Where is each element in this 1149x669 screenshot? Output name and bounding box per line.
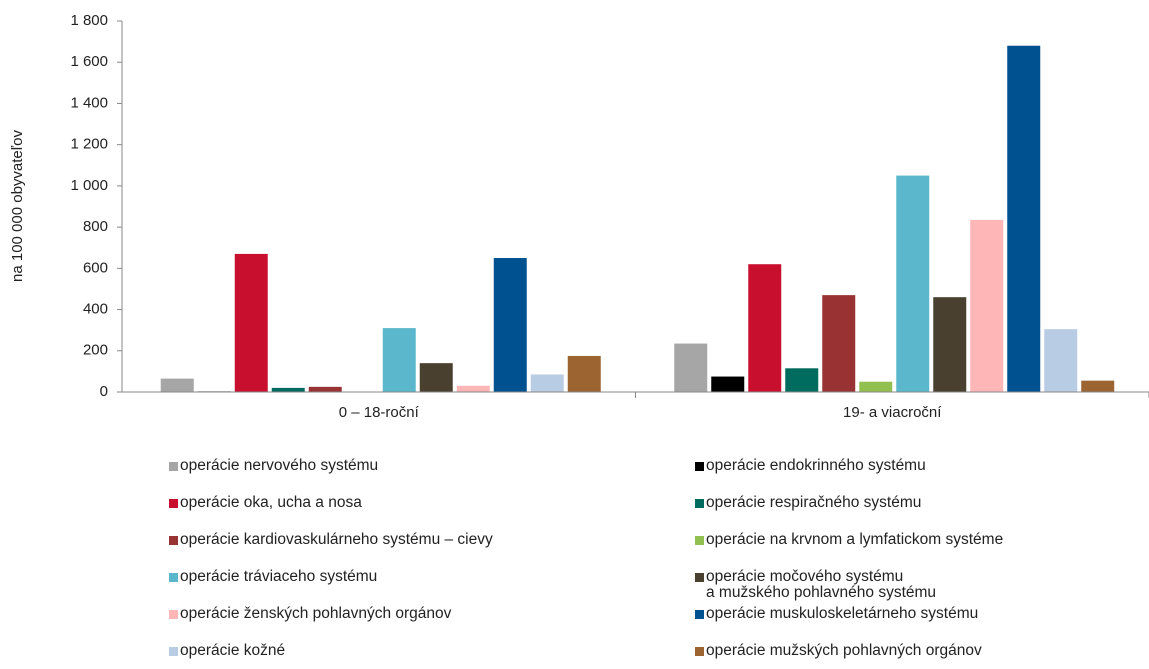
legend-swatch xyxy=(169,499,178,508)
bar xyxy=(419,363,453,392)
bar xyxy=(785,368,819,392)
bar xyxy=(160,378,194,392)
bar xyxy=(456,385,490,392)
y-axis-label: na 100 000 obyvateľov xyxy=(9,130,26,282)
y-tick-label: 800 xyxy=(83,218,108,235)
bar xyxy=(382,328,416,392)
bar xyxy=(493,258,527,392)
bar xyxy=(748,264,782,392)
bar xyxy=(308,386,342,392)
y-tick-label: 1 400 xyxy=(70,94,108,111)
bar xyxy=(1007,45,1041,392)
y-tick-label: 1 800 xyxy=(70,12,108,29)
legend-swatch xyxy=(169,610,178,619)
legend-label: operácie kardiovaskulárneho systému – ci… xyxy=(180,531,493,548)
legend-label: operácie respiračného systému xyxy=(706,494,922,511)
legend-label: operácie muskuloskeletárneho systému xyxy=(706,605,979,622)
legend-label: operácie nervového systému xyxy=(180,457,379,474)
legend-label: operácie endokrinného systému xyxy=(706,457,926,474)
legend-swatch xyxy=(695,536,704,545)
y-tick-label: 1 200 xyxy=(70,136,108,153)
legend-swatch xyxy=(169,536,178,545)
legend-label: operácie kožné xyxy=(180,642,286,659)
legend-swatch xyxy=(695,573,704,582)
y-tick-label: 1 000 xyxy=(70,177,108,194)
legend-swatch xyxy=(695,647,704,656)
legend-swatch xyxy=(169,462,178,471)
bar xyxy=(711,376,745,392)
legend-swatch xyxy=(169,573,178,582)
legend-label: operácie ženských pohlavných orgánov xyxy=(180,605,452,622)
legend-label: operácie tráviaceho systému xyxy=(180,568,378,585)
legend-label: operácie mužských pohlavných orgánov xyxy=(706,642,982,659)
legend-swatch xyxy=(695,499,704,508)
y-tick-label: 200 xyxy=(83,342,108,359)
legend-swatch xyxy=(169,647,178,656)
y-tick-label: 600 xyxy=(83,259,108,276)
bar xyxy=(822,295,856,392)
legend-label: operácie oka, ucha a nosa xyxy=(180,494,362,511)
bar xyxy=(1081,380,1115,392)
bar xyxy=(1044,329,1078,392)
legend-swatch xyxy=(695,462,704,471)
bar xyxy=(530,374,564,392)
bar xyxy=(933,297,967,392)
bar xyxy=(896,175,930,392)
bar xyxy=(234,253,268,392)
y-tick-label: 1 600 xyxy=(70,53,108,70)
y-tick-label: 400 xyxy=(83,301,108,318)
x-tick-label: 0 – 18-roční xyxy=(339,404,420,421)
y-tick-label: 0 xyxy=(100,383,108,400)
bar xyxy=(271,387,305,392)
bar xyxy=(567,355,601,392)
bar xyxy=(674,343,708,392)
legend-label: operácie na krvnom a lymfatickom systéme xyxy=(706,531,1004,548)
bar xyxy=(970,219,1004,392)
bar xyxy=(859,381,893,392)
legend-swatch xyxy=(695,610,704,619)
legend-label: operácie močového systému a mužského poh… xyxy=(706,568,937,601)
x-tick-label: 19- a viacroční xyxy=(843,404,942,421)
